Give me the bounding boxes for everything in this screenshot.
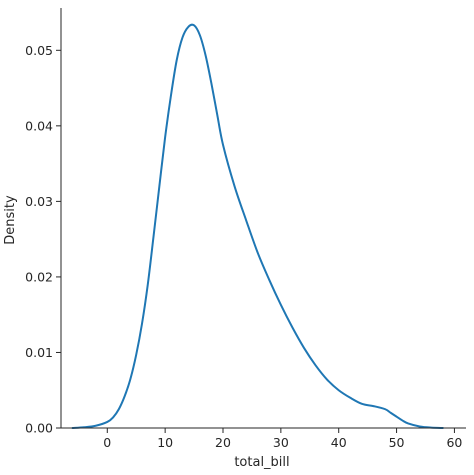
y-tick-label: 0.05: [25, 43, 53, 58]
y-tick-label: 0.02: [25, 269, 53, 284]
x-tick-label: 0: [103, 435, 111, 450]
plot-area: [71, 23, 444, 429]
x-tick-label: 50: [389, 435, 405, 450]
x-ticks: 0 10 20 30 40 50 60: [103, 428, 462, 450]
x-tick-label: 30: [273, 435, 289, 450]
x-tick-label: 60: [446, 435, 462, 450]
x-tick-label: 20: [215, 435, 231, 450]
y-tick-label: 0.00: [25, 421, 53, 436]
density-curve: [71, 23, 444, 429]
x-tick-label: 40: [331, 435, 347, 450]
y-tick-label: 0.03: [25, 194, 53, 209]
y-ticks: 0.00 0.01 0.02 0.03 0.04 0.05: [25, 43, 61, 436]
y-tick-label: 0.04: [25, 118, 53, 133]
y-axis-label: Density: [3, 195, 18, 245]
x-tick-label: 10: [157, 435, 173, 450]
y-tick-label: 0.01: [25, 345, 53, 360]
x-axis-label: total_bill: [234, 455, 289, 470]
